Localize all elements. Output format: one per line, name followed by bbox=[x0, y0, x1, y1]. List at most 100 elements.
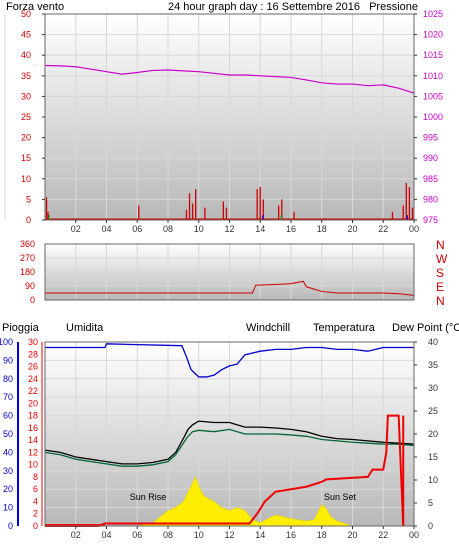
direction-compass-label: N bbox=[436, 238, 445, 252]
rain-y-tick-label: 16 bbox=[28, 423, 38, 433]
dewpoint-y-tick-label: 30 bbox=[428, 383, 438, 393]
humidity-y-tick-label: 60 bbox=[3, 411, 13, 421]
pressure-y-tick-label: 1005 bbox=[423, 91, 443, 101]
dewpoint-y-tick-label: 40 bbox=[428, 337, 438, 347]
rain-y-tick-label: 14 bbox=[28, 435, 38, 445]
direction-compass-label: S bbox=[436, 266, 444, 280]
wind-y-tick-label: 5 bbox=[26, 194, 31, 204]
wind-y-tick-label: 10 bbox=[21, 174, 31, 184]
rain-y-tick-label: 10 bbox=[28, 460, 38, 470]
panel-frame bbox=[44, 243, 415, 301]
rain-line bbox=[45, 414, 405, 527]
x-tick-label: 08 bbox=[163, 224, 173, 234]
wind-y-tick-label: 45 bbox=[21, 30, 31, 40]
x-tick-label: 00 bbox=[409, 530, 419, 540]
humidity-line bbox=[45, 343, 414, 378]
x-tick-label: 18 bbox=[317, 530, 327, 540]
wind-y-tick-label: 0 bbox=[26, 215, 31, 225]
x-tick-label: 00 bbox=[409, 224, 419, 234]
wind-y-tick-label: 35 bbox=[21, 71, 31, 81]
pressure-y-tick-label: 1000 bbox=[423, 112, 443, 122]
x-tick-label: 02 bbox=[71, 224, 81, 234]
rain-y-tick-label: 2 bbox=[33, 509, 38, 519]
x-tick-label: 12 bbox=[224, 224, 234, 234]
x-tick-label: 08 bbox=[163, 530, 173, 540]
x-tick-label: 10 bbox=[194, 530, 204, 540]
temperature-line bbox=[44, 420, 415, 465]
pressure-y-tick-label: 1025 bbox=[423, 9, 443, 19]
dewpoint-y-tick-label: 10 bbox=[428, 475, 438, 485]
x-tick-label: 04 bbox=[101, 530, 111, 540]
x-tick-label: 12 bbox=[224, 530, 234, 540]
wind-y-tick-label: 15 bbox=[21, 153, 31, 163]
x-tick-label: 14 bbox=[255, 530, 265, 540]
rain-y-tick-label: 26 bbox=[28, 362, 38, 372]
windchill-legend: Windchill bbox=[246, 322, 290, 334]
x-tick-label: 10 bbox=[194, 224, 204, 234]
pressure-y-tick-label: 1010 bbox=[423, 71, 443, 81]
direction-compass-label: W bbox=[436, 252, 448, 266]
humidity-y-tick-label: 100 bbox=[0, 337, 13, 347]
wind-direction-line bbox=[45, 280, 415, 296]
dewpoint-y-tick-label: 25 bbox=[428, 406, 438, 416]
humidity-y-tick-label: 10 bbox=[3, 503, 13, 513]
pressure-y-tick-label: 975 bbox=[423, 215, 438, 225]
x-tick-label: 06 bbox=[132, 530, 142, 540]
dewpoint-line bbox=[44, 428, 415, 467]
pressure-y-tick-label: 995 bbox=[423, 133, 438, 143]
x-tick-label: 06 bbox=[132, 224, 142, 234]
humidity-y-tick-label: 80 bbox=[3, 374, 13, 384]
x-tick-label: 20 bbox=[347, 530, 357, 540]
x-tick-label: 16 bbox=[286, 224, 296, 234]
wind-axis-title: Forza vento bbox=[6, 1, 64, 13]
direction-y-tick-label: 360 bbox=[20, 239, 35, 249]
direction-y-tick-label: 0 bbox=[30, 295, 35, 305]
humidity-axis-title: Umidita bbox=[66, 322, 104, 334]
direction-y-tick-label: 180 bbox=[20, 267, 35, 277]
dewpoint-legend: Dew Point (°C bbox=[392, 322, 459, 334]
direction-y-tick-label: 90 bbox=[25, 281, 35, 291]
x-tick-label: 18 bbox=[317, 224, 327, 234]
humidity-y-tick-label: 20 bbox=[3, 484, 13, 494]
rain-y-tick-label: 12 bbox=[28, 447, 38, 457]
rain-y-tick-label: 4 bbox=[33, 496, 38, 506]
pressure-y-tick-label: 990 bbox=[423, 153, 438, 163]
temperature-legend: Temperatura bbox=[313, 322, 376, 334]
x-tick-label: 22 bbox=[378, 530, 388, 540]
sunset-label: Sun Set bbox=[324, 492, 357, 502]
wind-y-tick-label: 25 bbox=[21, 112, 31, 122]
pressure-y-tick-label: 985 bbox=[423, 174, 438, 184]
x-tick-label: 22 bbox=[378, 224, 388, 234]
wind-y-tick-label: 50 bbox=[21, 9, 31, 19]
wind-y-tick-label: 20 bbox=[21, 133, 31, 143]
x-tick-label: 02 bbox=[71, 530, 81, 540]
rain-y-tick-label: 30 bbox=[28, 337, 38, 347]
wind-y-tick-label: 40 bbox=[21, 50, 31, 60]
dewpoint-y-tick-label: 35 bbox=[428, 360, 438, 370]
rain-y-tick-label: 6 bbox=[33, 484, 38, 494]
humidity-y-tick-label: 90 bbox=[3, 355, 13, 365]
dewpoint-y-tick-label: 15 bbox=[428, 452, 438, 462]
direction-y-tick-label: 270 bbox=[20, 253, 35, 263]
rain-y-tick-label: 8 bbox=[33, 472, 38, 482]
pressure-axis-title: Pressione bbox=[369, 1, 418, 13]
solar-area bbox=[137, 476, 353, 527]
humidity-y-tick-label: 50 bbox=[3, 429, 13, 439]
chart-title: 24 hour graph day : 16 Settembre 2016 bbox=[168, 1, 360, 13]
rain-y-tick-label: 18 bbox=[28, 411, 38, 421]
rain-y-tick-label: 24 bbox=[28, 374, 38, 384]
humidity-y-tick-label: 40 bbox=[3, 447, 13, 457]
pressure-y-tick-label: 1015 bbox=[423, 50, 443, 60]
rain-axis-title: Pioggia bbox=[2, 322, 40, 334]
pressure-y-tick-label: 980 bbox=[423, 194, 438, 204]
pressure-y-tick-label: 1020 bbox=[423, 30, 443, 40]
direction-compass-label: E bbox=[436, 280, 444, 294]
wind-y-tick-label: 30 bbox=[21, 91, 31, 101]
humidity-y-tick-label: 30 bbox=[3, 466, 13, 476]
dewpoint-y-tick-label: 5 bbox=[428, 498, 433, 508]
x-tick-label: 04 bbox=[101, 224, 111, 234]
x-tick-label: 14 bbox=[255, 224, 265, 234]
rain-y-tick-label: 20 bbox=[28, 398, 38, 408]
